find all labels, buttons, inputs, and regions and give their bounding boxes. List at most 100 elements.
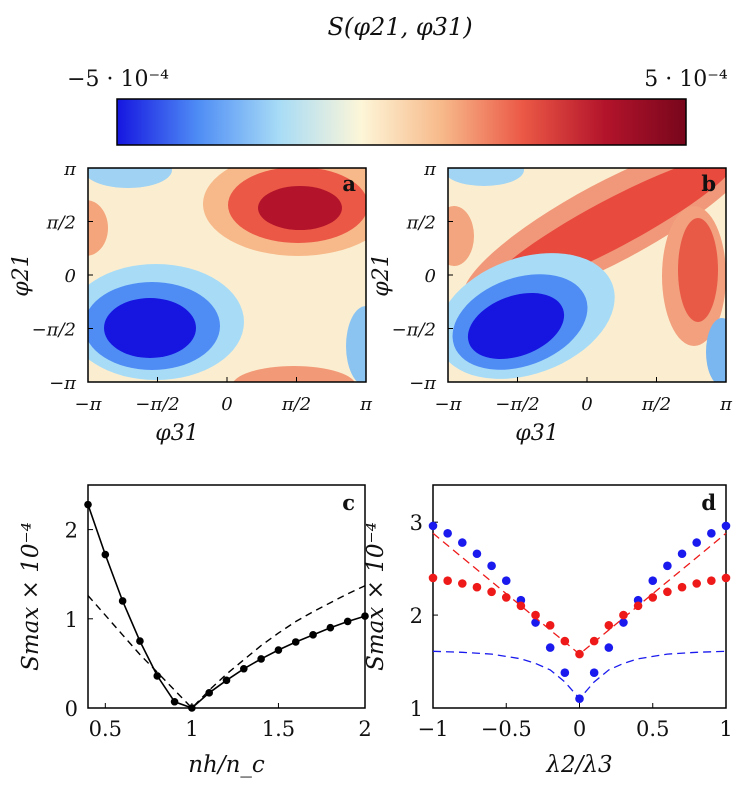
panel-d: d −1 −0.5 0 0.5 1 1 2 3 λ2/λ3 Smax × 10⁻⁴ xyxy=(363,484,733,778)
panel-d-series-0-point xyxy=(560,668,570,677)
panel-c-series-0-point xyxy=(118,597,127,605)
panel-d-x-tick-label: 0 xyxy=(573,717,586,741)
heatmap-a-xlabel: φ31 xyxy=(155,421,198,446)
panel-d-series-0-point xyxy=(501,576,511,586)
panel-d-series-0-point xyxy=(545,643,555,652)
heatmap-ticks: −π −π/2 0 π/2 π −π −π/2 0 π/2 π φ31 φ21 −π −π/2 0 π/2 π −… xyxy=(9,159,733,446)
panel-label-b: b xyxy=(701,171,716,196)
panel-c-series-0-point xyxy=(205,689,213,697)
heatmap-a-y-tick-label: 0 xyxy=(65,266,76,287)
heatmap-a-y-tick-label: −π xyxy=(49,373,77,394)
panel-d-xlabel: λ2/λ3 xyxy=(545,752,612,778)
panel-d-y-tick-label: 1 xyxy=(410,697,423,721)
panel-c-series-0-point xyxy=(291,638,300,646)
heatmap-a-cold-top xyxy=(88,168,172,188)
heatmap-a-hot-bottom xyxy=(233,366,355,382)
panel-d-series-0-point xyxy=(663,561,672,571)
colorbar-bar xyxy=(116,98,687,146)
panel-d-x-tick-label: −0.5 xyxy=(481,717,532,741)
panel-d-y-tick-label: 2 xyxy=(410,604,423,628)
colorbar-min-label: −5 · 10⁻⁴ xyxy=(67,67,169,92)
panel-d-series-0-point xyxy=(589,668,599,677)
panel-d-series-0-point xyxy=(721,521,731,531)
panel-d-series-0-point xyxy=(443,529,452,538)
colorbar-max-label: 5 · 10⁻⁴ xyxy=(644,67,728,92)
panel-c-ylabel: Smax × 10⁻⁴ xyxy=(18,522,44,671)
heatmap-a-x-tick-label: π/2 xyxy=(281,394,311,415)
heatmap-a-hot-left xyxy=(88,200,108,256)
heatmap-b-field xyxy=(448,168,726,382)
panel-d-series-0-point xyxy=(487,561,496,571)
heatmap-b-cold-right xyxy=(706,318,726,382)
heatmap-b-hot-left xyxy=(448,206,474,266)
heatmap-b: b xyxy=(447,167,727,383)
heatmap-a-x-tick-label: −π/2 xyxy=(135,394,179,415)
heatmap-a-ylabel: φ21 xyxy=(9,253,34,296)
heatmap-b-y-tick-label: π xyxy=(423,159,437,180)
heatmap-a-y-tick-label: π/2 xyxy=(46,213,76,234)
panel-c-series-0-point xyxy=(170,697,179,706)
panel-c-x-tick-label: 0.5 xyxy=(89,717,122,741)
panel-d-x-tick-label: −1 xyxy=(418,717,449,741)
panel-c-series-0-point xyxy=(84,500,92,509)
panel-d-y-tick-label: 3 xyxy=(410,511,423,535)
panel-c-x-tick-label: 1.5 xyxy=(262,717,295,741)
panel-d-series-1-point xyxy=(648,593,658,602)
heatmap-a-x-tick-label: 0 xyxy=(221,394,232,415)
panel-c-series-0-point xyxy=(136,637,144,645)
heatmap-b-y-tick-label: 0 xyxy=(425,266,436,287)
panel-d-series-1-point xyxy=(443,576,452,586)
panel-c-y-tick-label: 2 xyxy=(65,519,78,543)
heatmap-a-field xyxy=(88,168,366,382)
heatmap-b-x-tick-label: −π xyxy=(435,394,463,415)
heatmap-a-y-tick-label: −π/2 xyxy=(32,320,76,341)
panel-d-x-tick-label: 1 xyxy=(719,717,732,741)
heatmap-b-x-tick-label: 0 xyxy=(581,394,592,415)
panel-d-series-1-point xyxy=(487,587,496,597)
panel-d-series-0-point xyxy=(692,538,701,547)
colorbar: S(φ21, φ31) −5 · 10⁻⁴ 5 · 10⁻⁴ xyxy=(67,13,728,146)
heatmap-a-cold-right xyxy=(346,306,366,382)
panel-c-y-tick-label: 0 xyxy=(65,697,78,721)
panel-c-series-0-point xyxy=(240,664,248,673)
heatmap-a: a xyxy=(87,167,367,383)
heatmap-b-ylabel: φ21 xyxy=(369,253,394,296)
panel-c-series-0-point xyxy=(257,655,265,663)
heatmap-b-y-tick-label: −π/2 xyxy=(392,320,436,341)
panel-c-y-tick-label: 1 xyxy=(65,608,78,632)
panel-d-series-1-point xyxy=(707,576,716,586)
heatmap-a-x-tick-label: −π xyxy=(75,394,103,415)
panel-c-xlabel: nh/n_c xyxy=(188,752,265,778)
panel-c-x-tick-label: 2 xyxy=(358,717,371,741)
panel-c-series-0-point xyxy=(101,550,110,559)
heatmap-a-x-tick-label: π xyxy=(359,394,373,415)
panel-c-frame xyxy=(87,484,366,709)
panel-d-series-1-point xyxy=(692,579,701,588)
panel-c-series-0-point xyxy=(343,617,352,626)
panel-d-series-1-point xyxy=(458,579,467,588)
heatmap-a-cold-core xyxy=(104,298,196,358)
colorbar-title: S(φ21, φ31) xyxy=(327,13,472,41)
panel-d-series-1-point xyxy=(619,610,628,620)
heatmap-b-xlabel: φ31 xyxy=(515,421,558,446)
heatmap-b-cold-core xyxy=(467,293,565,359)
panel-d-series-1-point xyxy=(677,582,687,592)
heatmap-a-y-tick-label: π xyxy=(63,159,77,180)
panel-c-series-0-point xyxy=(309,631,317,639)
panel-d-series-0-point xyxy=(428,521,438,531)
panel-label-c: c xyxy=(342,490,355,515)
panel-d-series-0-point xyxy=(531,618,540,627)
panel-label-d: d xyxy=(701,490,716,515)
panel-d-series-0-point xyxy=(472,549,482,559)
heatmap-b-y-tick-label: π/2 xyxy=(406,213,436,234)
panel-c-series-0-point xyxy=(222,676,231,685)
panel-d-series-1-point xyxy=(428,573,438,583)
heatmap-b-y-tick-label: −π xyxy=(409,373,437,394)
panel-d-series-0-point xyxy=(458,538,467,547)
heatmap-b-cold-top xyxy=(448,168,524,186)
heatmap-b-x-tick-label: −π/2 xyxy=(495,394,539,415)
panel-d-series-2-line xyxy=(432,532,727,655)
panel-c-series-0-point xyxy=(326,623,335,632)
heatmap-b-hot-right-core xyxy=(678,218,718,322)
panel-c-x-tick-label: 1 xyxy=(185,717,198,741)
